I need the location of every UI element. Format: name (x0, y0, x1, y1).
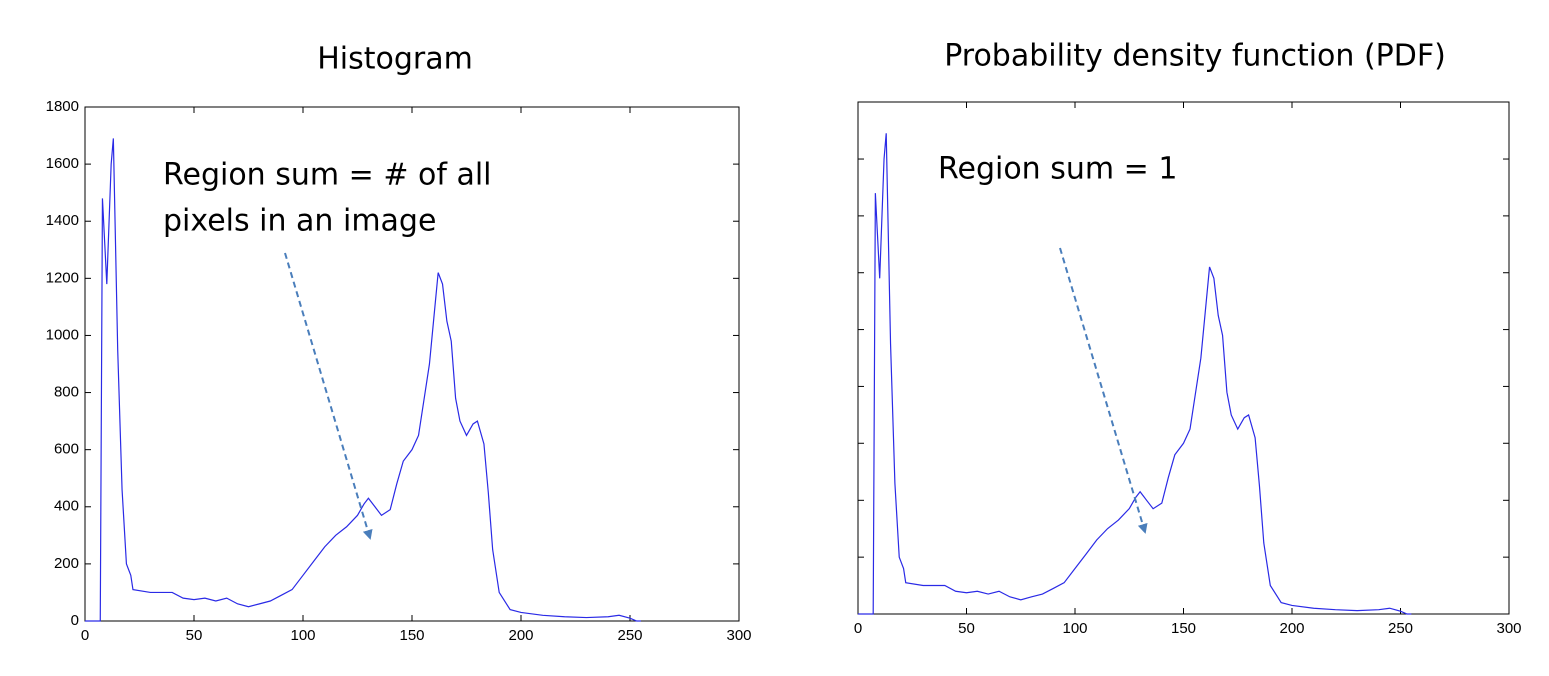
y-tick-label: 400 (54, 498, 79, 515)
annotation-arrow (1059, 247, 1148, 534)
y-tick-label: 1400 (46, 212, 79, 229)
x-tick-label: 100 (1062, 620, 1087, 637)
y-tick-label: 1200 (46, 269, 79, 286)
y-tick-label: 600 (54, 441, 79, 458)
y-tick-label: 1000 (46, 326, 79, 343)
chart-title: Histogram (317, 42, 473, 77)
x-tick-label: 150 (399, 627, 424, 644)
y-tick-label: 800 (54, 384, 79, 401)
x-tick-label: 0 (854, 620, 862, 637)
data-line (858, 133, 1412, 615)
x-tick-label: 150 (1171, 620, 1196, 637)
annotation: Region sum = 1 (938, 152, 1177, 187)
x-tick-label: 200 (508, 627, 533, 644)
data-line (85, 138, 641, 622)
y-tick-label: 200 (54, 555, 79, 572)
y-tick-label: 0 (71, 612, 79, 629)
annotation: pixels in an image (163, 204, 436, 239)
chart-title: Probability density function (PDF) (944, 39, 1446, 74)
x-tick-label: 50 (958, 620, 975, 637)
annotation-arrow (284, 252, 373, 540)
x-tick-label: 250 (1388, 620, 1413, 637)
x-tick-label: 100 (290, 627, 315, 644)
y-tick-label: 1600 (46, 155, 79, 172)
x-tick-label: 50 (186, 627, 203, 644)
y-tick-label: 1800 (46, 98, 79, 115)
x-tick-label: 0 (81, 627, 89, 644)
x-tick-label: 300 (726, 627, 751, 644)
x-tick-label: 200 (1279, 620, 1304, 637)
x-tick-label: 250 (617, 627, 642, 644)
x-tick-label: 300 (1496, 620, 1521, 637)
annotation: Region sum = # of all (163, 158, 492, 193)
